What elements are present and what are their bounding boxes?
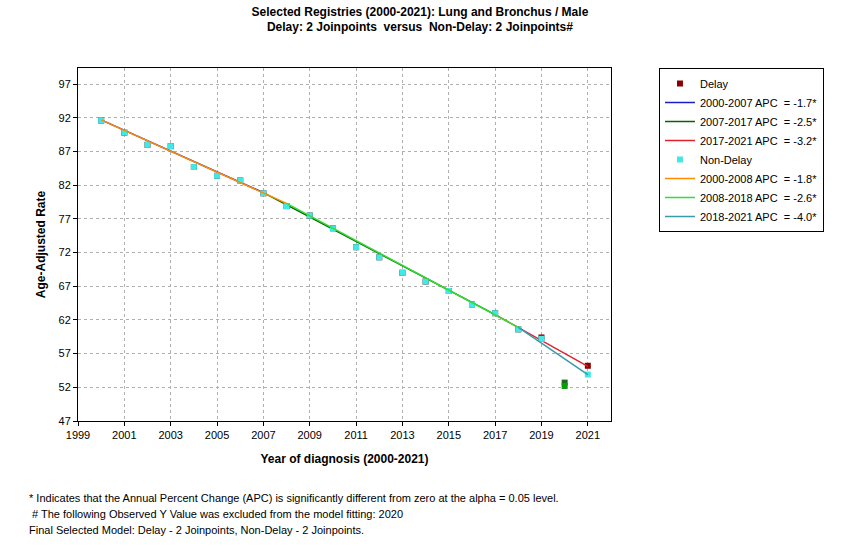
svg-text:2021: 2021 [576,429,600,441]
svg-text:47: 47 [59,415,71,427]
svg-text:72: 72 [59,246,71,258]
svg-text:2009: 2009 [297,429,321,441]
svg-text:62: 62 [59,314,71,326]
svg-text:Year of diagnosis (2000-2021): Year of diagnosis (2000-2021) [260,452,428,466]
svg-text:87: 87 [59,145,71,157]
svg-text:2008-2018 APC = -2.6*: 2008-2018 APC = -2.6* [700,192,817,204]
svg-text:Selected Registries (2000-2021: Selected Registries (2000-2021): Lung an… [252,5,589,35]
svg-text:2000-2007 APC = -1.7*: 2000-2007 APC = -1.7* [700,97,817,109]
svg-text:* Indicates that the Annual Pe: * Indicates that the Annual Percent Chan… [29,492,559,504]
svg-text:2017: 2017 [483,429,507,441]
svg-text:77: 77 [59,213,71,225]
svg-text:Final Selected Model: Delay -: Final Selected Model: Delay - 2 Joinpoin… [29,524,364,536]
svg-text:2005: 2005 [205,429,229,441]
svg-text:92: 92 [59,112,71,124]
svg-text:82: 82 [59,179,71,191]
svg-text:2011: 2011 [344,429,368,441]
svg-text:2000-2008 APC = -1.8*: 2000-2008 APC = -1.8* [700,173,817,185]
svg-text:2017-2021 APC = -3.2*: 2017-2021 APC = -3.2* [700,135,817,147]
svg-text:Delay: Delay [700,78,729,90]
svg-text:52: 52 [59,381,71,393]
svg-text:1999: 1999 [66,429,90,441]
svg-text:57: 57 [59,347,71,359]
svg-text:Age-Adjusted Rate: Age-Adjusted Rate [34,191,48,299]
svg-text:2007-2017 APC = -2.5*: 2007-2017 APC = -2.5* [700,116,817,128]
svg-text:Non-Delay: Non-Delay [700,154,752,166]
svg-text:2019: 2019 [529,429,553,441]
svg-text:67: 67 [59,280,71,292]
svg-text:2018-2021 APC = -4.0*: 2018-2021 APC = -4.0* [700,211,817,223]
svg-text:97: 97 [59,78,71,90]
svg-text:2007: 2007 [251,429,275,441]
svg-text:2003: 2003 [158,429,182,441]
svg-text:2015: 2015 [437,429,461,441]
svg-text:2001: 2001 [112,429,136,441]
svg-text:# The following Observed Y Val: # The following Observed Y Value was exc… [29,508,403,520]
svg-text:2013: 2013 [390,429,414,441]
